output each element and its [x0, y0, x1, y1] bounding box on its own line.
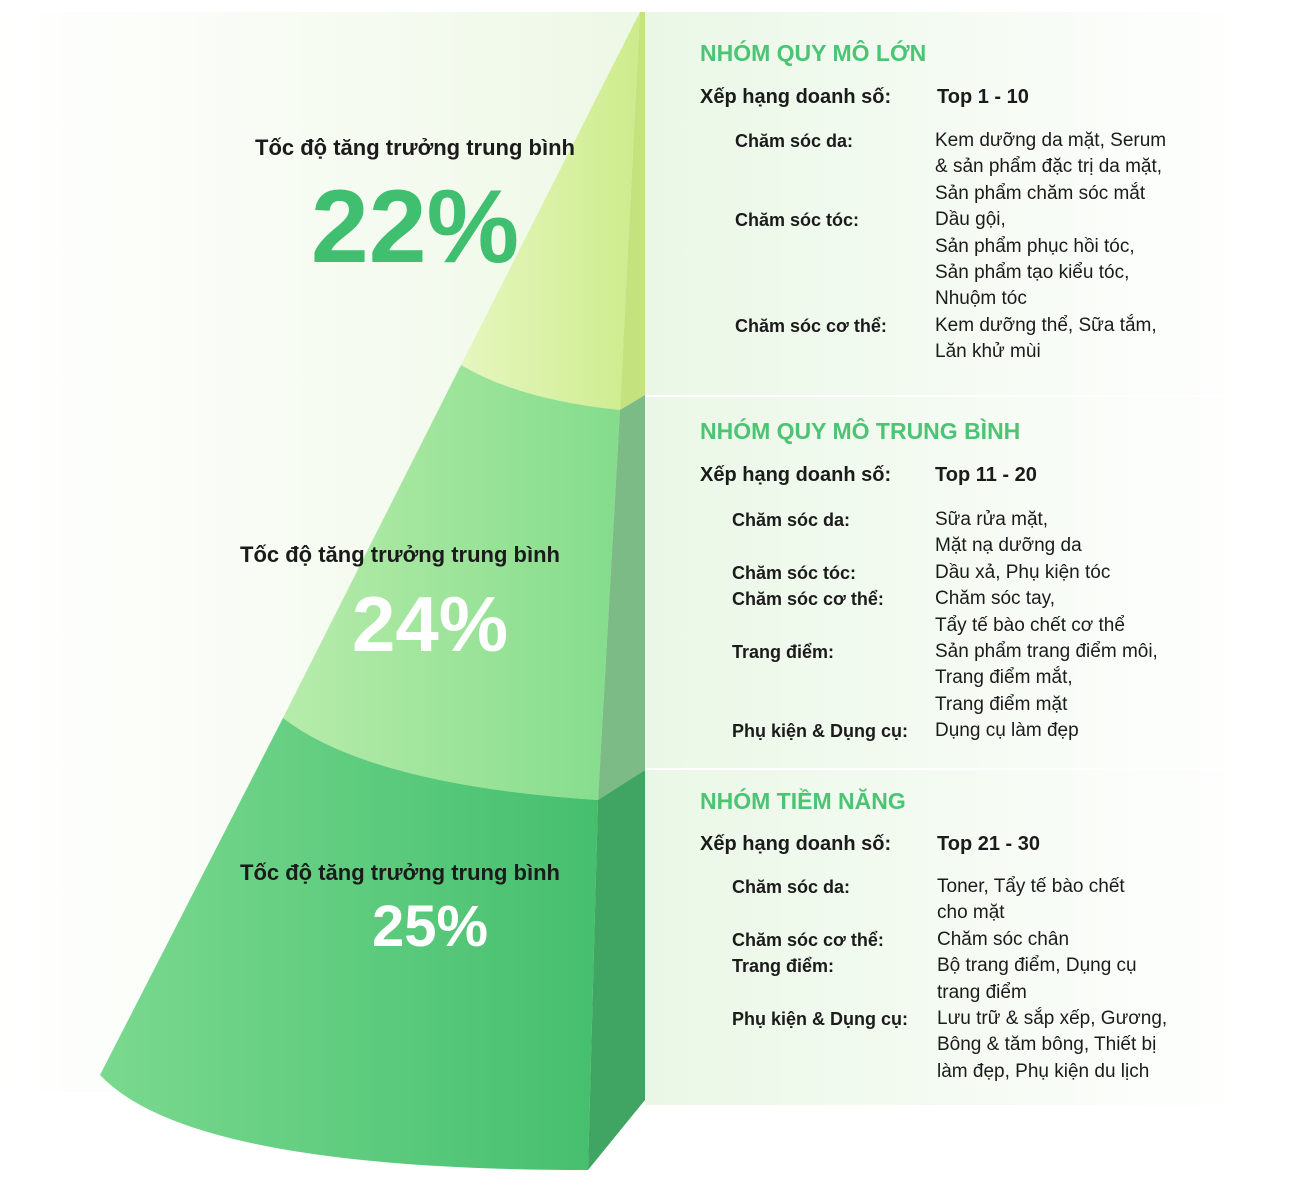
side-middle: [598, 395, 645, 800]
group-title: NHÓM TIỀM NĂNG: [700, 788, 906, 814]
growth-value: 25%: [371, 894, 489, 959]
category-item: Sản phẩm tạo kiểu tóc,: [935, 262, 1130, 283]
category-item: Mặt nạ dưỡng da: [935, 535, 1082, 557]
category-item: Trang điểm mặt: [935, 693, 1068, 715]
category-item: làm đẹp, Phụ kiện du lịch: [937, 1060, 1150, 1082]
category-name: Chăm sóc da:: [735, 131, 854, 151]
category-name: Phụ kiện & Dụng cụ:: [732, 721, 909, 742]
category-name: Chăm sóc da:: [732, 510, 851, 530]
category-item: Trang điểm mắt,: [935, 667, 1073, 689]
category-item: Sữa rửa mặt,: [935, 509, 1049, 530]
category-item: Dụng cụ làm đẹp: [935, 720, 1079, 742]
growth-label: Tốc độ tăng trưởng trung bình: [240, 542, 560, 567]
category-item: Toner, Tẩy tế bào chết: [937, 876, 1125, 897]
category-item: Kem dưỡng thể, Sữa tắm,: [935, 314, 1157, 336]
ranking-value: Top 1 - 10: [937, 86, 1029, 108]
category-item: Lưu trữ & sắp xếp, Gương,: [937, 1008, 1168, 1029]
category-item: Chăm sóc chân: [937, 928, 1070, 950]
side-bottom: [588, 770, 645, 1170]
panel-top: [645, 12, 1260, 395]
tier-top: [461, 12, 640, 410]
growth-value: 22%: [310, 169, 520, 285]
category-name: Phụ kiện & Dụng cụ:: [732, 1009, 909, 1029]
group-title: NHÓM QUY MÔ TRUNG BÌNH: [700, 418, 1021, 444]
ranking-label: Xếp hạng doanh số:: [700, 464, 892, 486]
category-item: Chăm sóc tay,: [935, 588, 1056, 610]
category-name: Chăm sóc cơ thể:: [735, 315, 887, 336]
panel-bottom: [645, 770, 1260, 1105]
category-name: Trang điểm:: [732, 642, 835, 662]
category-item: Sản phẩm trang điểm môi,: [935, 641, 1158, 662]
category-item: cho mặt: [937, 902, 1005, 924]
category-item: Bộ trang điểm, Dụng cụ: [937, 955, 1137, 977]
side-top: [620, 12, 645, 410]
group-title: NHÓM QUY MÔ LỚN: [700, 40, 927, 66]
panel-middle: [645, 397, 1260, 768]
category-item: Dầu gội,: [935, 209, 1006, 231]
category-item: Tẩy tế bào chết cơ thể: [935, 614, 1125, 636]
category-name: Chăm sóc tóc:: [735, 210, 860, 231]
ranking-value: Top 11 - 20: [935, 464, 1037, 486]
tier-middle: [283, 365, 620, 800]
tier-bottom: [100, 718, 598, 1170]
growth-label: Tốc độ tăng trưởng trung bình: [240, 860, 560, 885]
category-item: Sản phẩm phục hồi tóc,: [935, 235, 1135, 257]
category-name: Chăm sóc cơ thể:: [732, 929, 884, 950]
ranking-value: Top 21 - 30: [937, 833, 1040, 855]
category-item: Lăn khử mùi: [935, 341, 1041, 363]
category-name: Chăm sóc cơ thể:: [732, 589, 884, 610]
category-item: Bông & tăm bông, Thiết bị: [937, 1034, 1157, 1056]
growth-label: Tốc độ tăng trưởng trung bình: [255, 135, 575, 160]
category-item: Dầu xả, Phụ kiện tóc: [935, 561, 1111, 583]
category-item: & sản phẩm đặc trị da mặt,: [935, 156, 1163, 178]
ranking-label: Xếp hạng doanh số:: [700, 86, 892, 108]
category-name: Chăm sóc tóc:: [732, 562, 857, 583]
category-name: Trang điểm:: [732, 956, 835, 977]
category-item: Nhuộm tóc: [935, 288, 1027, 310]
category-item: Kem dưỡng da mặt, Serum: [935, 130, 1167, 151]
category-item: Sản phẩm chăm sóc mắt: [935, 182, 1146, 204]
category-item: trang điểm: [937, 981, 1027, 1003]
ranking-label: Xếp hạng doanh số:: [700, 833, 892, 855]
growth-value: 24%: [351, 580, 509, 668]
category-name: Chăm sóc da:: [732, 877, 851, 897]
